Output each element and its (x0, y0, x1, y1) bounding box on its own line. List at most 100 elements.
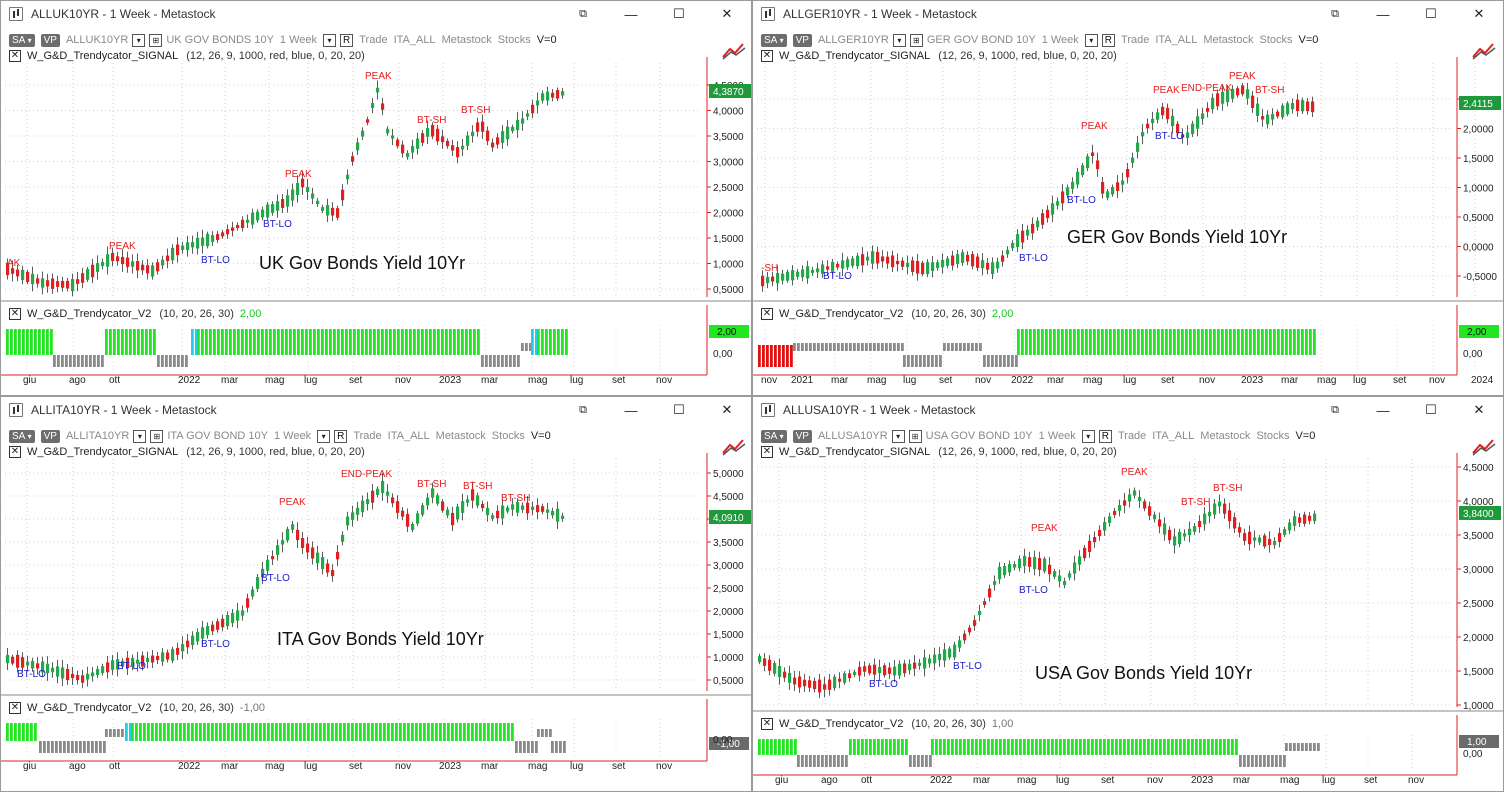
close-indicator-icon[interactable]: ✕ (761, 50, 773, 62)
maximize-button[interactable]: ☐ (673, 6, 685, 21)
symbol-field[interactable]: ALLITA10YR (65, 430, 130, 442)
trend-tool-icon[interactable] (1471, 437, 1497, 457)
maximize-button[interactable]: ☐ (673, 402, 685, 417)
period-field[interactable]: 1 Week (279, 34, 317, 46)
symbol-dropdown-icon[interactable]: ▾ (132, 33, 146, 47)
security-list-icon[interactable]: ⊞ (149, 33, 163, 47)
minimize-button[interactable]: — (624, 402, 638, 418)
restore-icon[interactable]: ⧉ (579, 7, 587, 20)
restore-icon[interactable]: ⧉ (1331, 7, 1339, 20)
chart-window-ger[interactable]: ALLGER10YR - 1 Week - Metastock ⧉ — ☐ ✕ SA VP A… (752, 0, 1504, 396)
chart-window-uk[interactable]: ALLUK10YR - 1 Week - Metastock ⧉ — ☐ ✕ SA VP AL… (0, 0, 752, 396)
sa-dropdown[interactable]: SA (9, 429, 35, 443)
close-subindicator-icon[interactable]: ✕ (761, 718, 773, 730)
sa-dropdown[interactable]: SA (9, 33, 35, 47)
trend-tool-icon[interactable] (721, 41, 747, 61)
security-list-icon[interactable]: ⊞ (150, 429, 164, 443)
close-subindicator-icon[interactable]: ✕ (9, 308, 21, 320)
candle-down (983, 601, 987, 605)
minimize-button[interactable]: — (1376, 6, 1390, 22)
histogram-bar (1061, 329, 1064, 355)
histogram-bar (423, 723, 426, 741)
close-indicator-icon[interactable]: ✕ (9, 446, 21, 458)
maximize-button[interactable]: ☐ (1425, 402, 1437, 417)
trend-tool-icon[interactable] (721, 437, 747, 457)
r-dropdown[interactable]: R (334, 429, 348, 443)
close-button[interactable]: ✕ (1473, 402, 1485, 417)
list-name[interactable]: ITA_ALL (1152, 430, 1195, 442)
period-dropdown-icon[interactable]: ▾ (1084, 33, 1098, 47)
security-list-icon[interactable]: ⊞ (908, 429, 922, 443)
symbol-field[interactable]: ALLUK10YR (65, 34, 129, 46)
maximize-button[interactable]: ☐ (1425, 6, 1437, 21)
candle-down (1091, 152, 1095, 156)
candle-down (301, 178, 305, 188)
r-dropdown[interactable]: R (340, 33, 354, 47)
period-field[interactable]: 1 Week (1041, 34, 1079, 46)
histogram-bar (201, 329, 204, 355)
histogram-bar (1269, 329, 1272, 355)
chart-window-usa[interactable]: ALLUSA10YR - 1 Week - Metastock ⧉ — ☐ ✕ SA VP A… (752, 396, 1504, 792)
list-name[interactable]: ITA_ALL (387, 430, 430, 442)
candle-up (1293, 516, 1297, 526)
close-subindicator-icon[interactable]: ✕ (9, 702, 21, 714)
sa-dropdown[interactable]: SA (761, 33, 787, 47)
close-button[interactable]: ✕ (721, 6, 733, 21)
symbol-field[interactable]: ALLUSA10YR (817, 430, 888, 442)
period-field[interactable]: 1 Week (274, 430, 312, 442)
signal-label: BT-SH (1181, 497, 1210, 508)
candle-down (381, 103, 385, 110)
restore-icon[interactable]: ⧉ (579, 403, 587, 416)
security-list-icon[interactable]: ⊞ (909, 33, 923, 47)
close-button[interactable]: ✕ (721, 402, 733, 417)
trade-button[interactable]: Trade (359, 34, 388, 46)
candle-up (816, 268, 820, 273)
trade-button[interactable]: Trade (1117, 430, 1147, 442)
histogram-bar (485, 355, 488, 367)
histogram-bar (821, 755, 824, 767)
histogram-bar (249, 329, 252, 355)
symbol-dropdown-icon[interactable]: ▾ (892, 33, 906, 47)
chart-canvas[interactable]: AKPEAKBT-LOPEAKBT-LOPEAKBT-SHBT-SH4,5000… (1, 1, 752, 396)
list-name[interactable]: ITA_ALL (1155, 34, 1198, 46)
sa-dropdown[interactable]: SA (761, 429, 787, 443)
list-name[interactable]: ITA_ALL (393, 34, 436, 46)
minimize-button[interactable]: — (1376, 402, 1390, 418)
vp-button[interactable]: VP (40, 429, 60, 443)
vp-button[interactable]: VP (792, 33, 812, 47)
trend-tool-icon[interactable] (1471, 41, 1497, 61)
chart-window-ita[interactable]: ALLITA10YR - 1 Week - Metastock ⧉ — ☐ ✕ SA VP A… (0, 396, 752, 792)
candle-down (966, 254, 970, 262)
symbol-field[interactable]: ALLGER10YR (817, 34, 889, 46)
candle-up (171, 649, 175, 661)
histogram-bar (531, 741, 534, 753)
signal-label: PEAK (365, 71, 392, 82)
close-indicator-icon[interactable]: ✕ (761, 446, 773, 458)
vp-button[interactable]: VP (792, 429, 812, 443)
trade-button[interactable]: Trade (353, 430, 382, 442)
histogram-bar (129, 329, 132, 355)
trade-button[interactable]: Trade (1121, 34, 1150, 46)
histogram-bar (187, 723, 190, 741)
close-button[interactable]: ✕ (1473, 6, 1485, 21)
period-dropdown-icon[interactable]: ▾ (1081, 429, 1095, 443)
close-subindicator-icon[interactable]: ✕ (761, 308, 773, 320)
period-field[interactable]: 1 Week (1038, 430, 1076, 442)
period-dropdown-icon[interactable]: ▾ (323, 33, 336, 47)
indicator-name: W_G&D_Trendycator_SIGNAL (779, 50, 931, 62)
histogram-bar (797, 755, 800, 767)
minimize-button[interactable]: — (624, 6, 638, 22)
symbol-dropdown-icon[interactable]: ▾ (133, 429, 147, 443)
vp-button[interactable]: VP (40, 33, 60, 47)
chart-canvas[interactable]: BT-LO BT-LO BT-LO BT-LO PEAK END-PEAK BT-SH BT-… (1, 397, 752, 792)
r-dropdown[interactable]: R (1098, 429, 1112, 443)
symbol-dropdown-icon[interactable]: ▾ (891, 429, 905, 443)
histogram-bar (979, 739, 982, 755)
close-indicator-icon[interactable]: ✕ (9, 50, 21, 62)
restore-icon[interactable]: ⧉ (1331, 403, 1339, 416)
histogram-bar (1105, 329, 1108, 355)
period-dropdown-icon[interactable]: ▾ (317, 429, 331, 443)
r-dropdown[interactable]: R (1101, 33, 1116, 47)
